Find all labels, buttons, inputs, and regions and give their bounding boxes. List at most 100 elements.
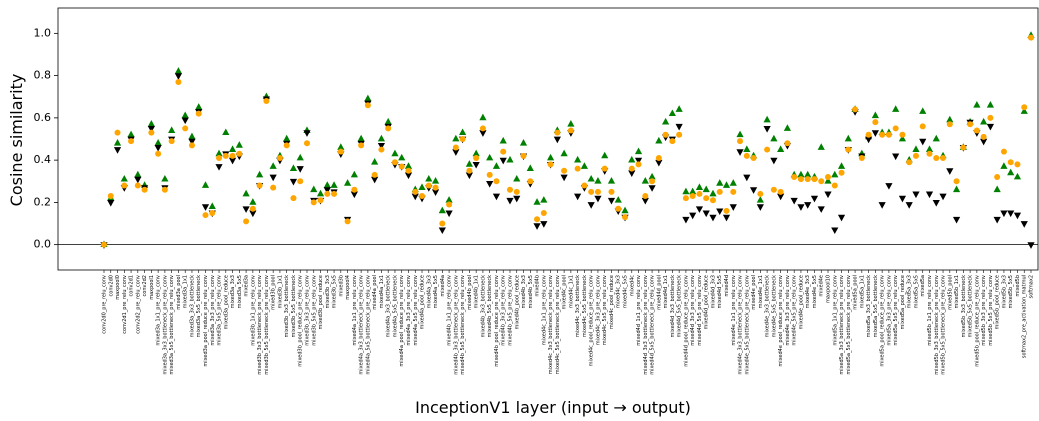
marker-triangle-up	[702, 185, 710, 193]
marker-triangle-up	[120, 174, 128, 182]
marker-triangle-down	[188, 138, 196, 146]
marker-circle	[784, 140, 791, 147]
marker-triangle-down	[932, 199, 940, 207]
marker-triangle-up	[208, 202, 216, 210]
marker-triangle-up	[689, 187, 697, 195]
x-tick-label: mixed5a_5x5_bottleneck_pre_relu_conv	[846, 275, 852, 375]
marker-circle	[188, 142, 195, 149]
marker-triangle-down	[919, 138, 927, 146]
marker-triangle-up	[350, 170, 358, 178]
x-tick-label: mixed4e_5x5	[812, 275, 818, 308]
marker-triangle-up	[628, 155, 636, 163]
marker-triangle-up	[269, 162, 277, 169]
x-tick-label: mixed4e_1x1	[758, 275, 764, 308]
marker-triangle-up	[418, 183, 426, 190]
x-tick-label: mixed4d_3x3	[710, 275, 716, 309]
marker-triangle-up	[648, 172, 656, 180]
marker-circle	[594, 188, 601, 195]
marker-circle	[770, 186, 777, 193]
marker-triangle-down	[553, 136, 561, 144]
marker-triangle-up	[560, 149, 568, 157]
marker-circle	[398, 163, 405, 170]
x-tick-label: mixed4e_pool_reduce	[798, 275, 804, 329]
marker-triangle-up	[980, 117, 988, 125]
marker-triangle-down	[716, 208, 724, 216]
x-tick-label: mixed5b_5x5_bottleneck_pre_relu_conv	[941, 275, 947, 375]
marker-triangle-down	[749, 187, 758, 194]
x-tick-label: mixed3a_5x5_pre_relu_conv	[217, 275, 223, 346]
x-tick-label: mixed4e_pool_reduce_pre_relu_conv	[778, 275, 784, 367]
x-tick-label: mixed4d_pool_reduce	[704, 275, 710, 330]
marker-circle	[987, 114, 994, 121]
marker-circle	[209, 209, 216, 216]
marker-circle	[364, 102, 371, 109]
marker-triangle-up	[222, 128, 230, 136]
marker-circle	[1021, 104, 1028, 111]
marker-triangle-up	[695, 183, 704, 190]
x-tick-label: mixed4a_3x3	[426, 275, 432, 308]
marker-circle	[567, 127, 574, 134]
x-tick-label: mixed5a_3x3_bottleneck_pre_relu_conv	[839, 275, 845, 375]
x-tick-label: mixed4c_3x3_bottleneck	[575, 275, 581, 337]
x-tick-label: mixed5b_3x3_bottleneck	[961, 275, 967, 338]
marker-circle	[811, 176, 818, 183]
marker-circle	[155, 150, 162, 157]
marker-triangle-up	[174, 67, 183, 74]
marker-circle	[540, 209, 547, 216]
marker-triangle-up	[973, 100, 981, 108]
marker-circle	[161, 186, 168, 193]
x-tick-label: mixed4b_1x1_pre_relu_conv	[447, 275, 453, 346]
marker-circle	[1028, 34, 1034, 41]
marker-circle	[290, 195, 297, 202]
x-tick-label: mixed3b_pool	[271, 275, 277, 310]
marker-triangle-up	[235, 141, 243, 148]
marker-circle	[148, 129, 155, 136]
marker-triangle-up	[452, 134, 460, 142]
marker-triangle-down	[804, 202, 812, 209]
marker-triangle-down	[411, 193, 419, 201]
marker-circle	[696, 190, 703, 197]
marker-triangle-up	[438, 206, 446, 214]
marker-triangle-down	[404, 172, 413, 180]
marker-circle	[270, 184, 277, 191]
marker-circle	[628, 165, 635, 172]
marker-triangle-up	[932, 134, 940, 142]
marker-circle	[554, 129, 561, 136]
marker-triangle-up	[716, 179, 724, 186]
marker-triangle-up	[499, 136, 507, 144]
marker-triangle-up	[391, 149, 399, 157]
marker-triangle-down	[682, 216, 690, 224]
marker-triangle-up	[296, 153, 304, 161]
x-tick-label: mixed3b_3x3	[325, 275, 331, 309]
x-tick-label: mixed3a_pool_reduce	[223, 275, 229, 329]
x-tick-label: mixed4c	[629, 275, 635, 296]
marker-circle	[743, 152, 750, 159]
x-tick-label: mixed4b_5x5_pre_relu_conv	[507, 275, 513, 346]
marker-triangle-up	[479, 113, 487, 121]
x-tick-label: mixed4c_5x5_pre_relu_conv	[602, 275, 608, 345]
x-tick-label: mixed4b	[535, 275, 541, 297]
x-tick-label: mixed3a_5x5_bottleneck_pre_relu_conv	[169, 275, 175, 375]
marker-triangle-down	[607, 197, 616, 205]
x-tick-label: mixed4a_3x3_bottleneck_pre_relu_conv	[359, 275, 365, 375]
marker-circle	[405, 167, 412, 174]
marker-circle	[703, 195, 710, 202]
x-tick-label: mixed4d_1x1_pre_relu_conv	[636, 275, 642, 346]
marker-circle	[838, 169, 845, 176]
marker-circle	[676, 131, 683, 138]
x-tick-label: mixed4b_pool_reduce_pre_relu_conv	[494, 275, 500, 367]
y-tick-label: 0.4	[34, 153, 52, 166]
x-tick-label: mixed4b_pool_reduce	[514, 275, 520, 330]
x-tick-label: mixed5b_pool	[947, 275, 953, 310]
marker-triangle-down	[729, 204, 737, 211]
marker-circle	[547, 161, 554, 168]
marker-triangle-up	[228, 145, 237, 152]
marker-triangle-up	[594, 177, 602, 184]
marker-circle	[737, 138, 744, 145]
marker-triangle-up	[783, 124, 792, 131]
marker-triangle-down	[1000, 210, 1008, 218]
marker-circle	[107, 193, 114, 200]
marker-circle	[1007, 159, 1014, 166]
marker-triangle-down	[905, 202, 913, 209]
marker-circle	[479, 125, 486, 132]
